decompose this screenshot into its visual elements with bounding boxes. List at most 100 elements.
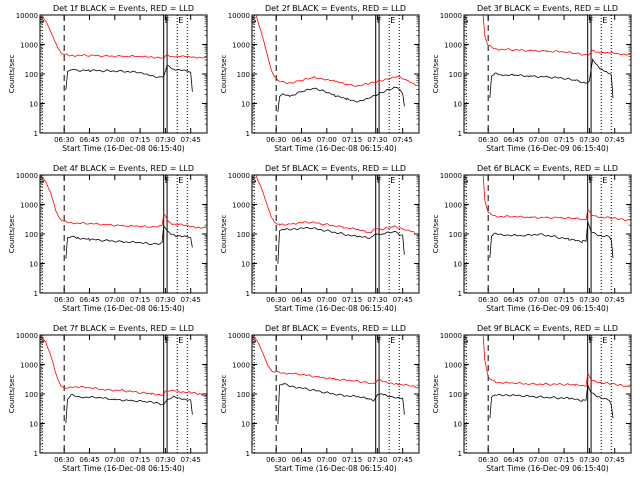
y-tick-label: 100 (237, 391, 250, 399)
x-tick-label: 07:30 (155, 296, 175, 304)
marker-label-f: F (589, 336, 594, 345)
y-tick-label: 1000 (20, 362, 38, 370)
x-tick-label: 06:45 (503, 456, 523, 464)
y-tick-label: 10 (453, 261, 462, 269)
events-series-line (489, 221, 614, 259)
x-tick-label: 07:15 (342, 296, 362, 304)
x-tick-label: 07:45 (605, 296, 625, 304)
y-axis-label: Counts/sec (8, 215, 16, 254)
x-tick-label: 07:45 (181, 136, 201, 144)
x-tick-label: 07:00 (529, 456, 549, 464)
x-tick-label: 07:00 (529, 136, 549, 144)
y-tick-label: 10 (29, 261, 38, 269)
marker-label-f: F (377, 176, 382, 185)
x-tick-label: 07:00 (317, 456, 337, 464)
y-tick-label: 100 (237, 71, 250, 79)
marker-label-s: S (39, 336, 44, 345)
marker-label-s: S (251, 16, 256, 25)
x-tick-label: 07:45 (605, 136, 625, 144)
chart-title: Det 7f BLACK = Events, RED = LLD (53, 324, 194, 333)
plot-frame (251, 174, 420, 294)
x-tick-label: 07:45 (393, 136, 413, 144)
x-tick-label: 07:15 (130, 456, 150, 464)
y-tick-label: 100 (25, 391, 38, 399)
x-axis-label: Start Time (16-Dec-08 06:15:40) (62, 144, 184, 153)
lld-series-line (40, 175, 207, 229)
y-tick-label: 1 (458, 290, 462, 298)
marker-label-e: E (602, 16, 607, 25)
x-tick-label: 06:45 (79, 136, 99, 144)
y-tick-label: 1 (458, 130, 462, 138)
x-tick-label: 07:30 (155, 136, 175, 144)
events-series-line (489, 58, 614, 99)
x-tick-label: 06:30 (478, 136, 498, 144)
x-tick-label: 07:15 (130, 296, 150, 304)
plot-frame (39, 334, 208, 454)
y-tick-label: 1000 (232, 362, 250, 370)
x-tick-label: 06:45 (291, 296, 311, 304)
x-tick-label: 07:30 (579, 136, 599, 144)
x-tick-label: 06:45 (291, 456, 311, 464)
x-tick-label: 07:00 (105, 136, 125, 144)
x-tick-label: 07:30 (155, 456, 175, 464)
x-tick-label: 06:45 (503, 136, 523, 144)
y-tick-label: 100 (25, 231, 38, 239)
chart-title: Det 4f BLACK = Events, RED = LLD (53, 164, 194, 173)
lld-series-line (482, 15, 631, 56)
x-tick-label: 06:30 (266, 136, 286, 144)
x-tick-label: 07:00 (317, 136, 337, 144)
marker-label-f: F (377, 16, 382, 25)
panel-5: Det 5f BLACK = Events, RED = LLD 1 10 100 10… (220, 164, 420, 313)
y-axis-label: Counts/sec (432, 55, 440, 94)
x-tick-label: 07:15 (554, 456, 574, 464)
x-tick-label: 06:30 (266, 296, 286, 304)
y-tick-label: 100 (237, 231, 250, 239)
x-tick-label: 07:15 (342, 136, 362, 144)
x-tick-label: 06:45 (79, 456, 99, 464)
events-series-line (277, 86, 405, 113)
panel-8: Det 8f BLACK = Events, RED = LLD 1 10 100 10… (220, 324, 420, 473)
events-series-line (489, 384, 614, 419)
marker-label-s: S (463, 16, 468, 25)
lld-series-line (41, 15, 207, 59)
chart-title: Det 8f BLACK = Events, RED = LLD (265, 324, 406, 333)
lld-series-line (255, 15, 418, 87)
x-tick-label: 07:00 (317, 296, 337, 304)
y-tick-label: 10 (453, 421, 462, 429)
x-tick-label: 07:30 (367, 296, 387, 304)
x-tick-label: 07:45 (393, 456, 413, 464)
x-tick-label: 07:30 (367, 136, 387, 144)
y-tick-label: 1 (34, 450, 38, 458)
y-tick-label: 1 (34, 130, 38, 138)
y-tick-label: 10000 (228, 332, 250, 340)
x-tick-label: 07:15 (342, 456, 362, 464)
marker-label-s: S (39, 176, 44, 185)
y-tick-label: 1000 (20, 42, 38, 50)
panel-1: Det 1f BLACK = Events, RED = LLD 1 10 100 10… (8, 4, 208, 153)
x-tick-label: 07:45 (181, 456, 201, 464)
x-tick-label: 07:00 (105, 456, 125, 464)
marker-label-f: F (377, 336, 382, 345)
y-tick-label: 1000 (444, 362, 462, 370)
chart-title: Det 6f BLACK = Events, RED = LLD (477, 164, 618, 173)
events-series-line (65, 64, 193, 92)
marker-label-s: S (251, 176, 256, 185)
plot-frame (463, 334, 632, 454)
x-axis-label: Start Time (16-Dec-08 06:15:40) (274, 144, 396, 153)
plot-frame (251, 14, 420, 134)
y-tick-label: 1000 (444, 202, 462, 210)
panel-7: Det 7f BLACK = Events, RED = LLD 1 10 100 10… (8, 324, 208, 473)
y-tick-label: 10000 (228, 172, 250, 180)
plot-frame (39, 174, 208, 294)
marker-label-s: S (39, 16, 44, 25)
panel-3: Det 3f BLACK = Events, RED = LLD 1 10 100 10… (432, 4, 632, 153)
y-tick-label: 10000 (228, 12, 250, 20)
marker-label-e: E (178, 16, 183, 25)
y-tick-label: 1 (458, 450, 462, 458)
y-tick-label: 10000 (16, 172, 38, 180)
y-tick-label: 10 (29, 421, 38, 429)
x-tick-label: 06:30 (266, 456, 286, 464)
panel-6: Det 6f BLACK = Events, RED = LLD 1 10 100 10… (432, 164, 632, 313)
panel-4: Det 4f BLACK = Events, RED = LLD 1 10 100 10… (8, 164, 208, 313)
y-tick-label: 1000 (232, 42, 250, 50)
